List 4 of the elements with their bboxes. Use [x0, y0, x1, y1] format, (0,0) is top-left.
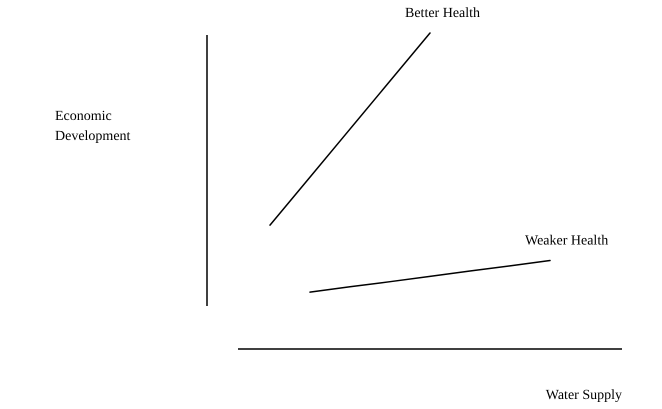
x-axis-title: Water Supply	[546, 388, 622, 403]
series-label: Better Health	[405, 6, 480, 21]
series-label: Weaker Health	[525, 234, 608, 249]
text: Economic Development	[55, 109, 131, 144]
